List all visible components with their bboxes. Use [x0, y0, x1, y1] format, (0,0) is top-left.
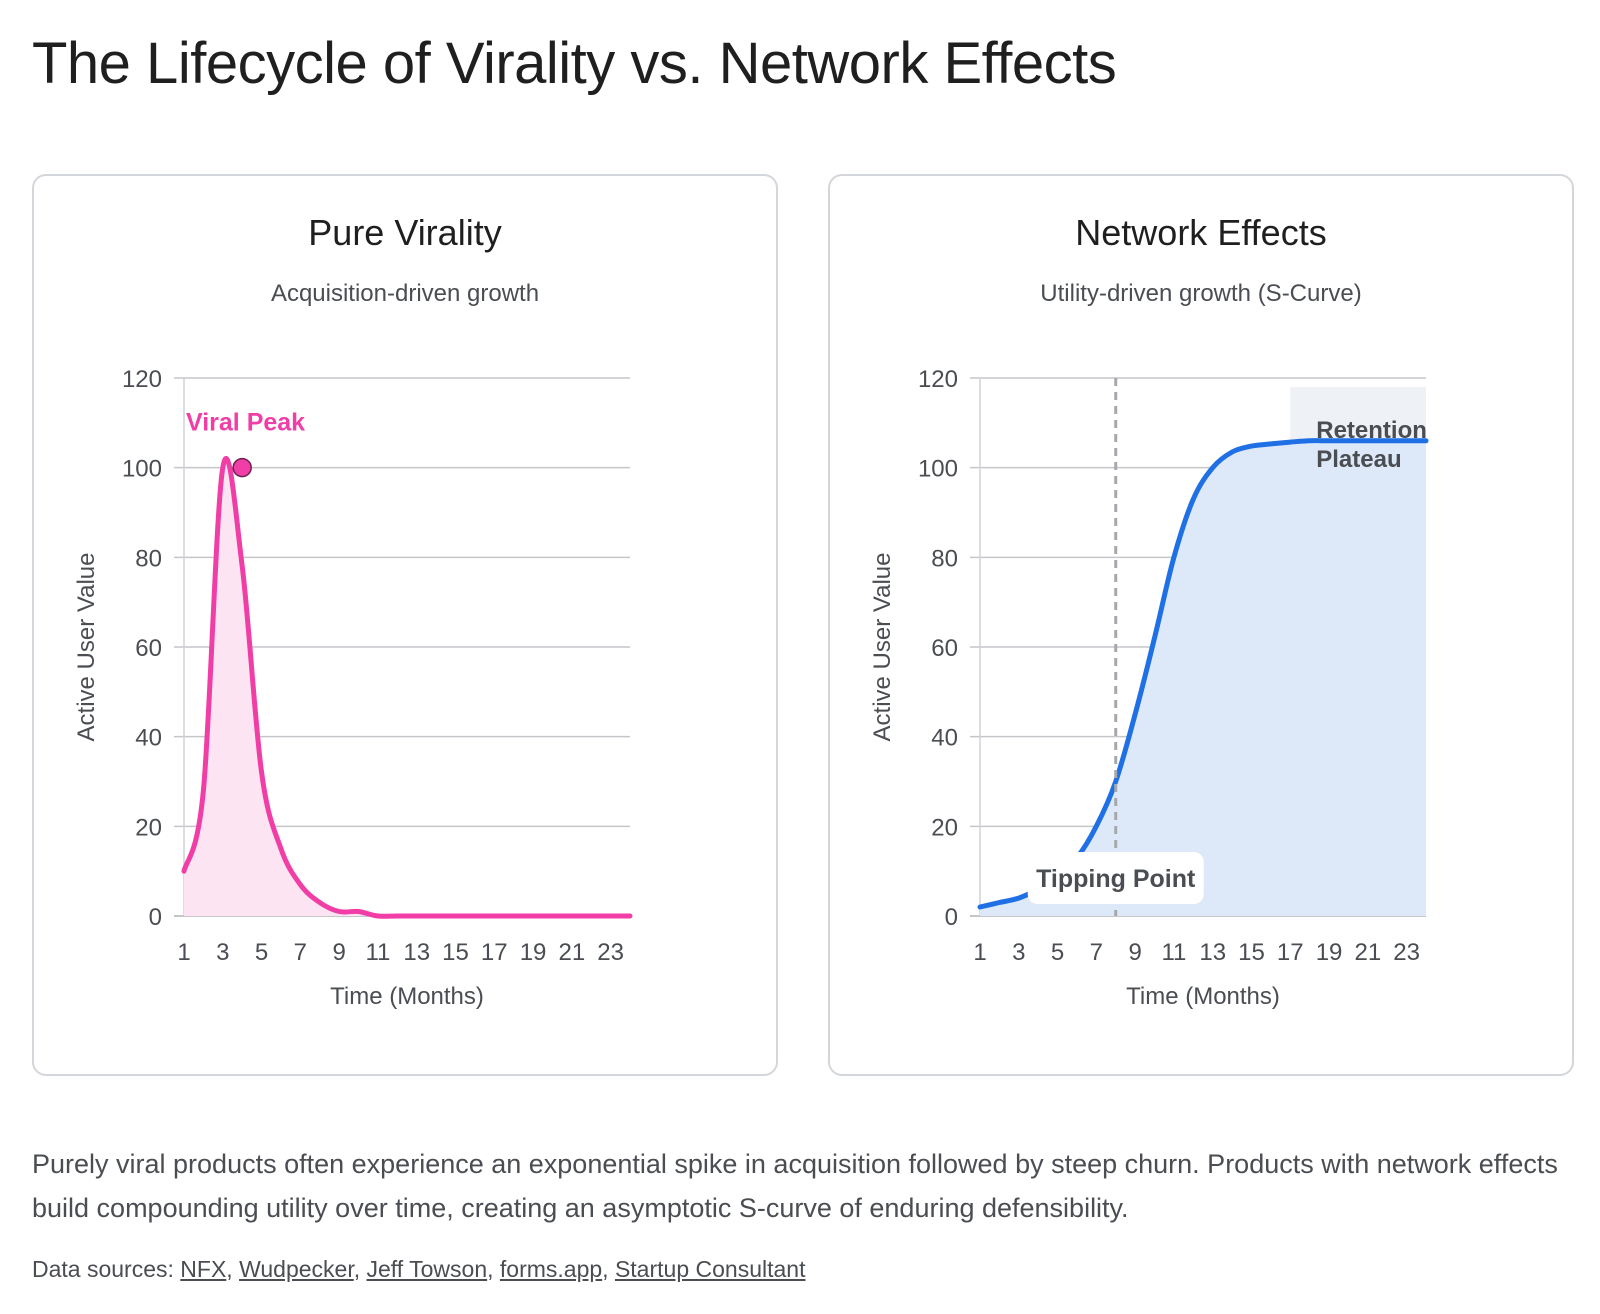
y-tick-label: 60 — [135, 635, 162, 662]
chart-subtitle: Acquisition-driven growth — [270, 280, 540, 307]
x-tick-label: 1 — [177, 939, 190, 966]
x-tick-label: 19 — [1316, 939, 1343, 966]
source-link-nfx[interactable]: NFX — [180, 1256, 227, 1282]
series-area — [184, 458, 630, 917]
x-axis-title: Time (Months) — [1126, 983, 1280, 1010]
x-tick-label: 15 — [442, 939, 469, 966]
y-tick-label: 100 — [122, 456, 162, 483]
x-tick-label: 13 — [1199, 939, 1226, 966]
chart-title: Network Effects — [1075, 212, 1327, 253]
x-axis-title: Time (Months) — [330, 983, 484, 1010]
x-tick-label: 19 — [520, 939, 547, 966]
x-tick-label: 9 — [1128, 939, 1141, 966]
y-tick-label: 60 — [931, 635, 958, 662]
x-tick-label: 9 — [332, 939, 345, 966]
chart-title: Pure Virality — [308, 212, 502, 253]
y-axis-title: Active User Value — [869, 553, 896, 742]
y-tick-label: 0 — [945, 904, 958, 931]
sources-label: Data sources: — [32, 1256, 174, 1282]
y-tick-label: 40 — [931, 725, 958, 752]
y-tick-label: 80 — [931, 545, 958, 572]
x-tick-label: 5 — [255, 939, 268, 966]
source-link-forms-app[interactable]: forms.app — [499, 1256, 603, 1282]
x-tick-label: 11 — [365, 939, 390, 966]
page-title: The Lifecycle of Virality vs. Network Ef… — [32, 31, 1117, 96]
source-link-jeff-towson[interactable]: Jeff Towson — [366, 1256, 488, 1282]
x-tick-label: 7 — [294, 939, 307, 966]
x-tick-label: 13 — [403, 939, 430, 966]
x-tick-label: 5 — [1051, 939, 1064, 966]
x-tick-label: 21 — [1354, 939, 1381, 966]
viral-peak-marker — [232, 457, 252, 478]
source-link-wudpecker[interactable]: Wudpecker — [239, 1256, 354, 1282]
tipping-point-label-box — [1027, 852, 1204, 904]
x-tick-label: 23 — [1393, 939, 1420, 966]
retention-plateau-label: Retention — [1316, 417, 1427, 444]
network-effects-chart-card: Network Effects Utility-driven growth (S… — [828, 174, 1574, 1076]
series-area — [980, 440, 1426, 916]
retention-plateau-label: Plateau — [1316, 446, 1401, 473]
x-tick-label: 7 — [1090, 939, 1103, 966]
y-tick-label: 100 — [918, 456, 958, 483]
virality-chart-card: Pure Virality Acquisition-driven growth … — [32, 174, 778, 1076]
y-tick-label: 120 — [918, 366, 958, 393]
x-tick-label: 15 — [1238, 939, 1265, 966]
chart-subtitle: Utility-driven growth (S-Curve) — [1040, 280, 1362, 307]
x-tick-label: 21 — [558, 939, 585, 966]
viral-peak-label: Viral Peak — [186, 409, 305, 437]
x-tick-label: 3 — [216, 939, 229, 966]
source-link-startup-consultant[interactable]: Startup Consultant — [614, 1256, 806, 1282]
y-axis-title: Active User Value — [73, 553, 100, 742]
x-tick-label: 17 — [1277, 939, 1304, 966]
y-tick-label: 20 — [931, 814, 958, 841]
x-tick-label: 1 — [973, 939, 986, 966]
y-tick-label: 120 — [122, 366, 162, 393]
data-sources: Data sources: NFX, Wudpecker, Jeff Towso… — [32, 1256, 806, 1282]
y-tick-label: 0 — [149, 904, 162, 931]
x-tick-label: 11 — [1161, 939, 1186, 966]
y-tick-label: 80 — [135, 545, 162, 572]
tipping-point-label: Tipping Point — [1036, 865, 1196, 893]
series-line — [181, 456, 633, 919]
y-tick-label: 40 — [135, 725, 162, 752]
y-tick-label: 20 — [135, 814, 162, 841]
summary-text: Purely viral products often experience a… — [32, 1149, 1558, 1223]
x-tick-label: 3 — [1012, 939, 1025, 966]
x-tick-label: 17 — [481, 939, 508, 966]
x-tick-label: 23 — [597, 939, 624, 966]
